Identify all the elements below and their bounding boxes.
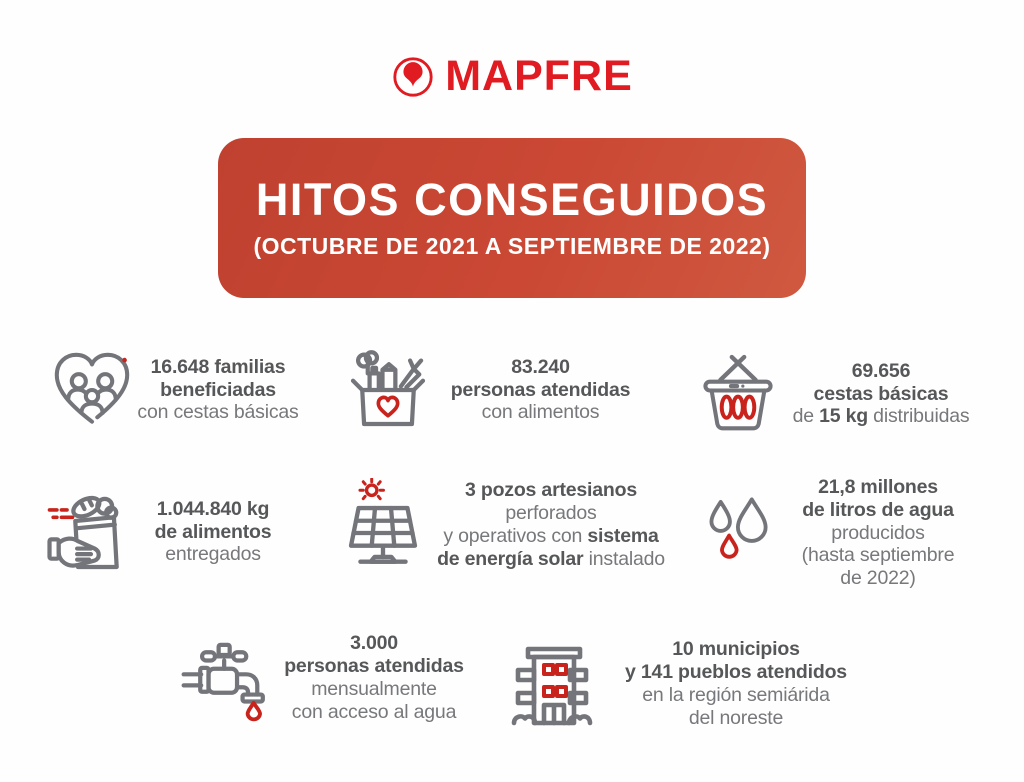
- building-icon: [511, 646, 593, 726]
- stat-municipios-pueblos: 10 municipios y 141 pueblos atendidos en l…: [502, 634, 870, 734]
- hand-bag-icon: [47, 495, 119, 570]
- stat-litros-agua: 21,8 millones de litros de agua producidos…: [698, 476, 974, 590]
- stat-text-line: de 15 kg distribuidas: [792, 405, 970, 428]
- stat-text-line: producidos: [831, 521, 925, 544]
- stat-text: 3.000 personas atendidas mensualmente con a…: [272, 632, 476, 723]
- stat-pozos-artesianos: 3 pozos artesianos perforados y operativos…: [336, 478, 672, 572]
- stat-text-line: personas atendidas: [450, 378, 631, 401]
- stat-text: 21,8 millones de litros de agua producidos…: [782, 476, 974, 590]
- water-drops-icon: [709, 497, 768, 559]
- stat-familias-beneficiadas: 16.648 familias beneficiadas con cestas bá…: [48, 346, 300, 434]
- stat-text-line: de 2022): [840, 567, 916, 590]
- stat-text-line: 3 pozos artesianos: [465, 479, 637, 502]
- stat-text-line: 3.000: [350, 632, 398, 655]
- stat-text: 10 municipios y 141 pueblos atendidos en l…: [602, 638, 870, 729]
- heart-family-icon: [54, 352, 130, 424]
- stat-text-line: cestas básicas: [813, 382, 949, 405]
- stat-text-line: con cestas básicas: [137, 401, 299, 424]
- stat-text-line: de alimentos: [154, 520, 272, 543]
- solar-panel-icon: [348, 478, 418, 564]
- stat-text-line: 1.044.840 kg: [156, 497, 270, 520]
- stat-text-line: 21,8 millones: [818, 476, 938, 498]
- stat-text-line: 10 municipios: [672, 638, 800, 661]
- stat-acceso-agua: 3.000 personas atendidas mensualmente con a…: [180, 632, 476, 724]
- stat-text-line: 83.240: [511, 355, 570, 378]
- stat-text-line: 69.656: [851, 359, 911, 382]
- stat-kg-alimentos: 1.044.840 kg de alimentos entregados: [44, 486, 290, 578]
- stat-text: 16.648 familias beneficiadas con cestas bá…: [136, 356, 300, 424]
- stat-cestas-basicas: 69.656 cestas básicas de 15 kg distribuida…: [694, 350, 980, 438]
- stat-text-line: 16.648 familias: [150, 355, 286, 378]
- stat-text-line: de energía solar instalado: [437, 547, 665, 570]
- donation-box-icon: [350, 350, 426, 427]
- stat-text-line: beneficiadas: [160, 378, 276, 401]
- page-subtitle: (OCTUBRE DE 2021 A SEPTIEMBRE DE 2022): [253, 232, 771, 259]
- stat-text-line: (hasta septiembre: [801, 544, 955, 567]
- brand-name: MAPFRE: [445, 52, 633, 100]
- basket-icon: [703, 354, 773, 431]
- stat-personas-atendidas-alimentos: 83.240 personas atendidas con alimentos: [342, 344, 647, 436]
- stat-text: 1.044.840 kg de alimentos entregados: [136, 498, 290, 566]
- mapfre-emblem-icon: [393, 56, 433, 97]
- stat-text-line: de litros de agua: [802, 498, 954, 521]
- stat-text-line: entregados: [165, 543, 261, 566]
- stat-text-line: y operativos con sistema: [443, 525, 659, 547]
- stat-text-line: con alimentos: [481, 401, 600, 424]
- stat-text-line: en la región semiárida: [642, 684, 830, 706]
- brand-logo: MAPFRE: [0, 52, 1024, 101]
- page-title: HITOS CONSEGUIDOS: [255, 174, 769, 226]
- stat-text: 69.656 cestas básicas de 15 kg distribuida…: [782, 360, 980, 428]
- stat-text: 83.240 personas atendidas con alimentos: [434, 356, 647, 424]
- stat-text-line: con acceso al agua: [291, 700, 457, 723]
- stat-text: 3 pozos artesianos perforados y operativos…: [430, 479, 672, 570]
- stat-text-line: perforados: [505, 502, 597, 525]
- stat-text-line: personas atendidas: [284, 655, 464, 678]
- stat-text-line: mensualmente: [311, 678, 437, 700]
- stat-text-line: y 141 pueblos atendidos: [625, 661, 847, 684]
- title-banner: HITOS CONSEGUIDOS (OCTUBRE DE 2021 A SEP…: [218, 138, 806, 298]
- stat-text-line: del noreste: [688, 706, 784, 729]
- faucet-icon: [181, 642, 265, 722]
